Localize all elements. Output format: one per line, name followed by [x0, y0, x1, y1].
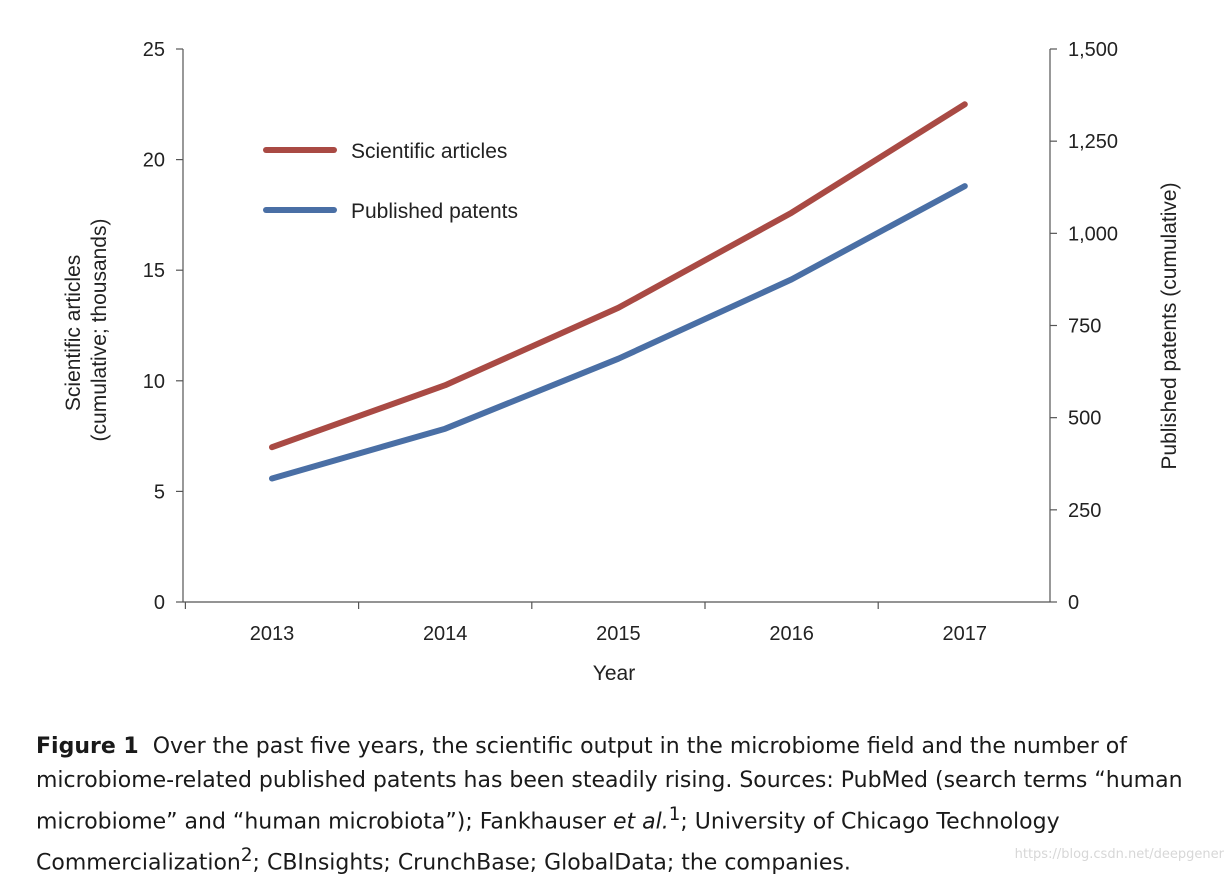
watermark: https://blog.csdn.net/deepgener — [1014, 847, 1224, 862]
left-y-tick-label: 25 — [143, 39, 165, 61]
right-y-tick-label: 750 — [1068, 316, 1101, 338]
right-y-tick-label: 250 — [1068, 500, 1101, 522]
right-y-tick-label: 1,000 — [1068, 223, 1118, 245]
x-tick-label: 2013 — [250, 623, 295, 645]
left-y-tick-label: 0 — [154, 592, 165, 614]
figure-caption-ref-1-italic: et al. — [612, 809, 669, 835]
series-line-scientific-articles — [269, 101, 968, 451]
x-tick-label: 2016 — [769, 623, 814, 645]
left-y-tick-label: 15 — [143, 260, 165, 282]
right-y-tick-label: 500 — [1068, 408, 1101, 430]
x-axis-title: Year — [593, 662, 635, 685]
left-y-tick-label: 20 — [143, 150, 165, 172]
left-y-axis-title: Scientific articles (cumulative; thousan… — [62, 219, 111, 442]
legend-label-published-patents: Published patents — [351, 200, 518, 223]
left-y-axis-title-line-2: (cumulative; thousands) — [88, 219, 111, 442]
left-y-tick-label: 10 — [143, 371, 165, 393]
left-y-tick-label: 5 — [154, 481, 165, 503]
figure-caption-ref-1-sup: 1 — [668, 804, 681, 825]
right-y-tick-label: 0 — [1068, 592, 1079, 614]
series-line-published-patents — [269, 183, 968, 482]
legend-label-scientific-articles: Scientific articles — [351, 140, 507, 163]
x-tick-label: 2015 — [596, 623, 641, 645]
x-tick-label: 2017 — [943, 623, 988, 645]
figure-caption-text-1: Over the past five years, the scientific… — [36, 734, 1183, 835]
chart-series — [269, 101, 968, 482]
figure-caption: Figure 1 Over the past five years, the s… — [36, 730, 1216, 881]
figure-caption-text-3: ; CBInsights; CrunchBase; GlobalData; th… — [252, 850, 851, 876]
left-y-axis-title-line-1: Scientific articles — [62, 255, 85, 411]
x-tick-label: 2014 — [423, 623, 468, 645]
right-y-tick-label: 1,500 — [1068, 39, 1118, 61]
right-y-axis-title: Published patents (cumulative) — [1158, 182, 1181, 469]
figure-caption-label: Figure 1 — [36, 734, 139, 759]
chart-legend: Scientific articles Published patents — [263, 140, 518, 223]
figure-caption-ref-2-sup: 2 — [240, 845, 253, 867]
right-y-tick-label: 1,250 — [1068, 131, 1118, 153]
